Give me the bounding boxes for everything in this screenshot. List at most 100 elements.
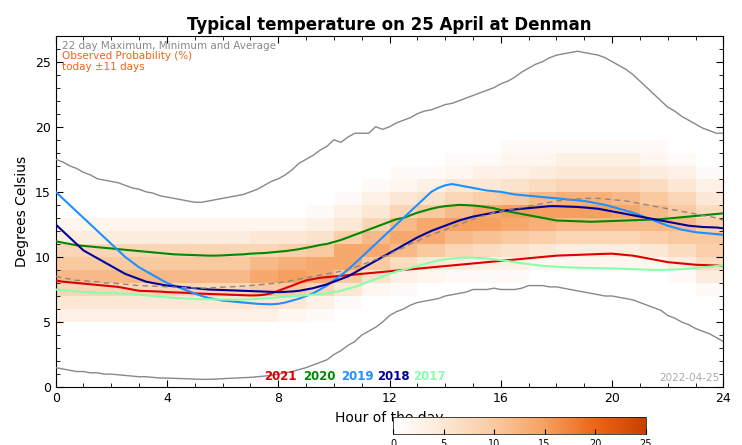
Bar [56, 309, 83, 322]
Bar [612, 205, 640, 218]
Bar [556, 244, 585, 257]
Bar [473, 179, 501, 192]
Bar [83, 231, 111, 244]
Bar [528, 153, 556, 166]
Bar [167, 218, 194, 231]
Bar [556, 257, 585, 270]
Bar [361, 218, 390, 231]
Bar [528, 257, 556, 270]
Bar [194, 270, 223, 283]
Bar [695, 257, 723, 270]
Bar [556, 218, 585, 231]
Bar [251, 218, 278, 231]
Bar [585, 244, 612, 257]
Bar [111, 244, 139, 257]
Bar [167, 257, 194, 270]
Bar [585, 231, 612, 244]
Bar [139, 283, 167, 296]
Bar [111, 283, 139, 296]
Bar [445, 179, 473, 192]
Bar [251, 270, 278, 283]
Bar [528, 166, 556, 179]
Bar [695, 166, 723, 179]
Bar [194, 244, 223, 257]
Bar [306, 309, 334, 322]
Bar [445, 270, 473, 283]
Bar [361, 192, 390, 205]
Bar [306, 257, 334, 270]
Bar [334, 244, 361, 257]
Bar [306, 218, 334, 231]
Bar [390, 257, 417, 270]
Bar [83, 244, 111, 257]
Bar [390, 283, 417, 296]
Bar [695, 231, 723, 244]
Bar [501, 257, 528, 270]
Bar [640, 179, 668, 192]
Bar [501, 205, 528, 218]
Text: 2021: 2021 [264, 370, 297, 383]
Bar [668, 205, 695, 218]
Bar [612, 244, 640, 257]
Bar [111, 231, 139, 244]
Bar [640, 140, 668, 153]
Bar [56, 270, 83, 283]
Bar [640, 166, 668, 179]
Bar [501, 244, 528, 257]
Bar [306, 205, 334, 218]
Bar [306, 283, 334, 296]
Bar [223, 231, 251, 244]
Bar [417, 218, 445, 231]
Bar [390, 205, 417, 218]
Bar [556, 140, 585, 153]
Bar [612, 231, 640, 244]
Bar [473, 218, 501, 231]
Bar [668, 231, 695, 244]
Bar [556, 231, 585, 244]
Bar [501, 192, 528, 205]
Bar [695, 179, 723, 192]
Bar [83, 283, 111, 296]
Bar [361, 270, 390, 283]
Bar [390, 244, 417, 257]
Bar [528, 231, 556, 244]
Bar [668, 192, 695, 205]
Bar [668, 270, 695, 283]
Bar [56, 218, 83, 231]
Bar [417, 192, 445, 205]
Bar [334, 257, 361, 270]
Bar [445, 257, 473, 270]
Bar [194, 218, 223, 231]
Bar [473, 244, 501, 257]
Bar [612, 218, 640, 231]
Bar [251, 257, 278, 270]
Bar [194, 283, 223, 296]
Bar [501, 166, 528, 179]
Bar [278, 244, 306, 257]
Bar [167, 270, 194, 283]
Bar [445, 218, 473, 231]
Bar [445, 153, 473, 166]
Bar [111, 309, 139, 322]
Bar [585, 257, 612, 270]
Bar [390, 192, 417, 205]
X-axis label: Hour of the day: Hour of the day [335, 411, 444, 425]
Bar [334, 283, 361, 296]
Bar [695, 205, 723, 218]
Bar [83, 218, 111, 231]
Bar [612, 257, 640, 270]
Bar [83, 296, 111, 309]
Bar [585, 205, 612, 218]
Bar [585, 179, 612, 192]
Bar [278, 231, 306, 244]
Bar [56, 244, 83, 257]
Bar [612, 140, 640, 153]
Bar [223, 257, 251, 270]
Bar [501, 179, 528, 192]
Bar [417, 270, 445, 283]
Bar [278, 270, 306, 283]
Bar [334, 205, 361, 218]
Bar [361, 205, 390, 218]
Bar [695, 270, 723, 283]
Bar [56, 283, 83, 296]
